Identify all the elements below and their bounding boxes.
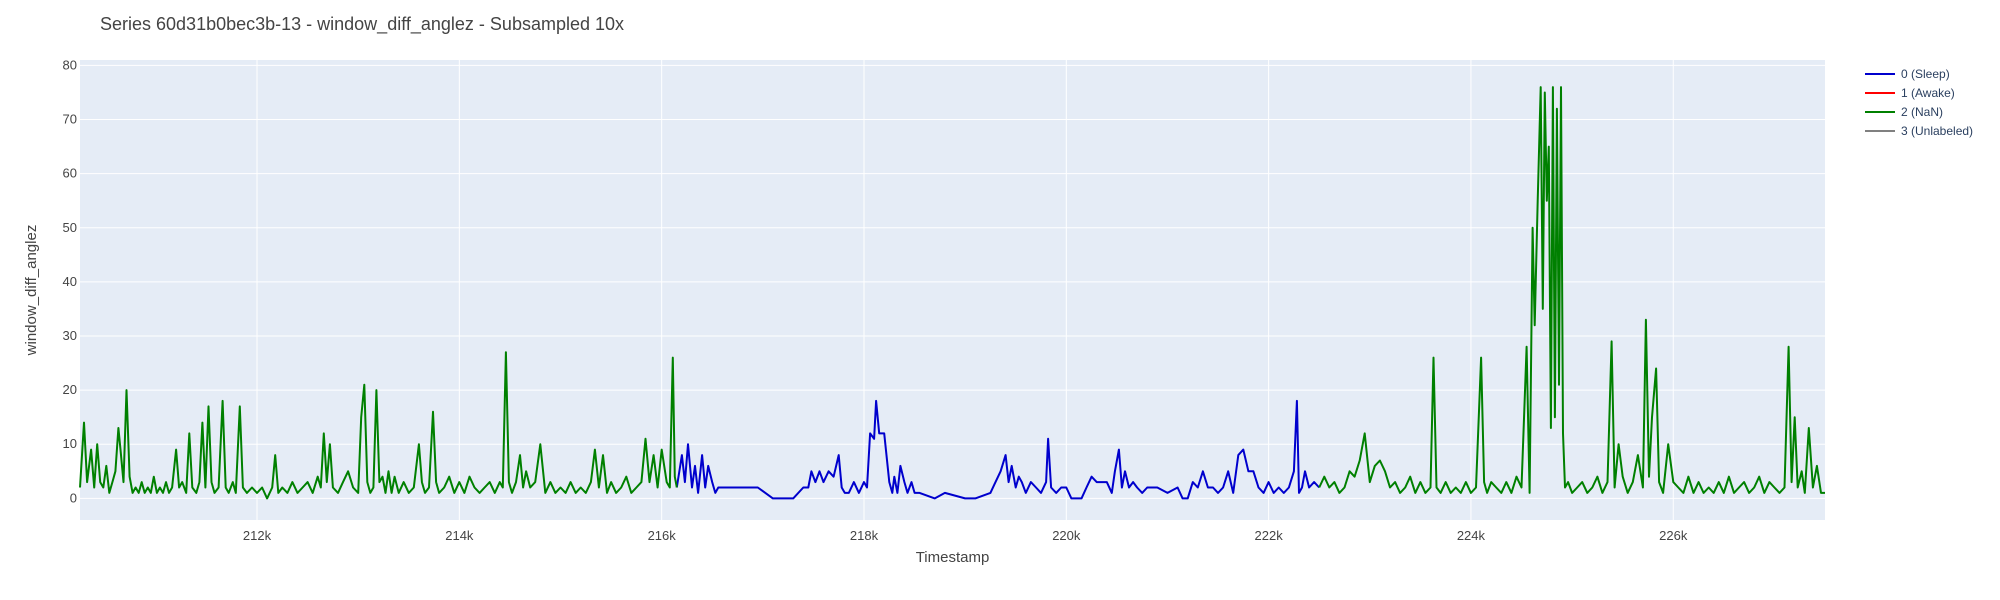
legend-label: 3 (Unlabeled) (1901, 124, 1973, 138)
y-tick-label: 0 (70, 490, 77, 505)
y-tick-label: 10 (63, 436, 77, 451)
y-tick-label: 80 (63, 57, 77, 72)
legend-item[interactable]: 1 (Awake) (1865, 86, 1955, 100)
y-tick-label: 60 (63, 166, 77, 181)
x-tick-label: 212k (243, 528, 272, 543)
x-axis-title: Timestamp (916, 549, 990, 566)
legend[interactable]: 0 (Sleep) 1 (Awake) 2 (NaN) 3 (Unlabeled) (1865, 67, 1973, 138)
x-tick-label: 226k (1659, 528, 1688, 543)
y-axis-title: window_diff_anglez (23, 225, 40, 357)
legend-label: 2 (NaN) (1901, 105, 1943, 119)
x-tick-label: 220k (1052, 528, 1081, 543)
series-line-2-nan (79, 351, 678, 500)
legend-label: 0 (Sleep) (1901, 67, 1950, 81)
series-lines (79, 86, 1825, 500)
x-axis-ticks: 212k 214k 216k 218k 220k 222k 224k 226k (243, 528, 1688, 543)
x-tick-label: 224k (1457, 528, 1486, 543)
grid (80, 60, 1825, 520)
y-tick-label: 70 (63, 112, 77, 127)
legend-item[interactable]: 3 (Unlabeled) (1865, 124, 1973, 138)
x-tick-label: 222k (1255, 528, 1284, 543)
legend-item[interactable]: 0 (Sleep) (1865, 67, 1950, 81)
x-tick-label: 218k (850, 528, 879, 543)
x-tick-label: 214k (445, 528, 474, 543)
chart-title: Series 60d31b0bec3b-13 - window_diff_ang… (100, 14, 624, 35)
series-line-2-nan (1318, 86, 1825, 494)
legend-item[interactable]: 2 (NaN) (1865, 105, 1943, 119)
y-tick-label: 20 (63, 382, 77, 397)
y-tick-label: 50 (63, 220, 77, 235)
series-line-0-sleep (675, 399, 1320, 500)
legend-label: 1 (Awake) (1901, 86, 1955, 100)
y-axis-ticks: 0 10 20 30 40 50 60 70 80 (63, 57, 77, 505)
y-tick-label: 30 (63, 328, 77, 343)
x-tick-label: 216k (648, 528, 677, 543)
y-tick-label: 40 (63, 274, 77, 289)
